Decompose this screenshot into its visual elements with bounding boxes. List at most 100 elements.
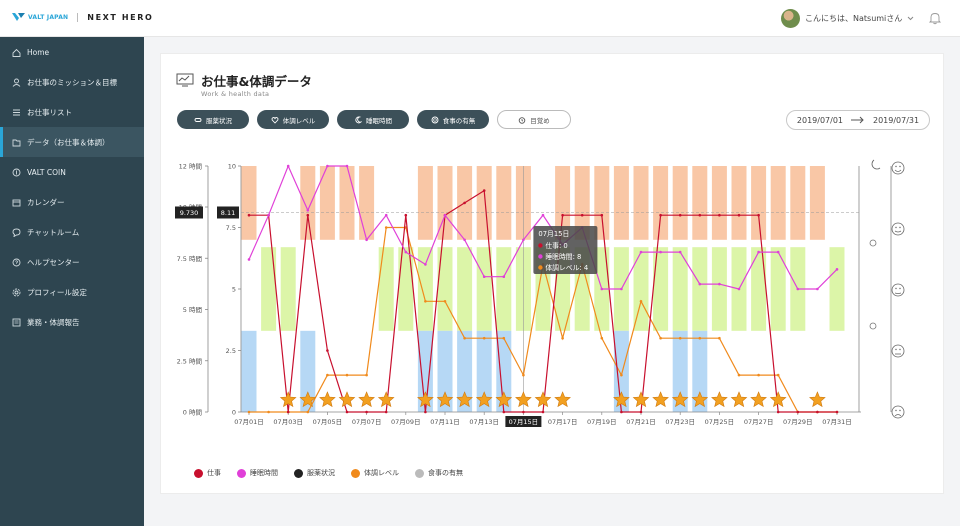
logo[interactable]: VALT JAPAN NEXT HERO xyxy=(12,12,153,22)
page-title: お仕事&体調データ xyxy=(201,74,312,89)
date-range-picker[interactable]: 2019/07/01 2019/07/31 xyxy=(786,110,930,130)
face-eye xyxy=(899,287,901,290)
sleep-point xyxy=(796,287,800,291)
sidebar-item-0[interactable]: Home xyxy=(0,37,144,67)
tooltip-dot xyxy=(538,265,543,270)
medication-star xyxy=(495,391,513,408)
sidebar-item-label: 業務・体調報告 xyxy=(27,317,80,327)
sidebar-item-9[interactable]: 業務・体調報告 xyxy=(0,307,144,337)
bell-icon[interactable] xyxy=(928,11,942,25)
face-mouth xyxy=(894,292,902,294)
filter-button-3[interactable]: 食事の有無 xyxy=(417,110,489,129)
date-range-start[interactable]: 2019/07/01 xyxy=(796,115,843,125)
medication-star xyxy=(730,391,748,408)
band-low-bar xyxy=(476,330,492,412)
condition-point xyxy=(247,410,251,414)
face-eye xyxy=(895,409,897,412)
sleep-point xyxy=(737,287,741,291)
band-top-bar xyxy=(809,166,825,240)
legend-item-sleep[interactable]: 睡眠時間 xyxy=(237,468,278,478)
band-mid-bar xyxy=(398,247,414,331)
x-axis-tick-label: 07月17日 xyxy=(548,418,578,426)
sidebar-item-3[interactable]: データ（お仕事＆体調） xyxy=(0,127,144,157)
filter-button-1[interactable]: 体調レベル xyxy=(257,110,329,129)
work-point xyxy=(698,213,702,217)
band-low-bar xyxy=(692,330,708,412)
filter-button-2[interactable]: 睡眠時間 xyxy=(337,110,409,129)
medication-star xyxy=(456,391,473,408)
left-axis-tick-label: 7.5 時間 xyxy=(177,255,202,263)
sleep-point xyxy=(443,213,447,217)
band-mid-bar xyxy=(261,247,277,331)
x-axis-tick-label: 07月31日 xyxy=(822,418,852,426)
medication-star xyxy=(319,391,336,408)
sidebar-item-8[interactable]: プロフィール設定 xyxy=(0,277,144,307)
sun-icon xyxy=(869,322,877,330)
sidebar-item-label: カレンダー xyxy=(27,197,65,207)
x-axis-tick-label: 07月19日 xyxy=(587,418,617,426)
top-bar: VALT JAPAN NEXT HERO こんにちは、Natsumiさん xyxy=(0,0,960,37)
user-menu[interactable]: こんにちは、Natsumiさん xyxy=(781,9,914,28)
filter-label: 目覚め xyxy=(530,116,550,125)
sidebar-item-label: データ（お仕事＆体調） xyxy=(27,137,110,147)
legend-item-condition[interactable]: 体調レベル xyxy=(351,468,399,478)
left-axis-tick-label: 2.5 時間 xyxy=(177,357,202,365)
sidebar-item-6[interactable]: チャットルーム xyxy=(0,217,144,247)
left-axis-tick-label: 12 時間 xyxy=(179,163,202,171)
date-range-end[interactable]: 2019/07/31 xyxy=(873,115,920,125)
sidebar-item-4[interactable]: VALT COIN xyxy=(0,157,144,187)
medication-star xyxy=(671,391,689,408)
band-top-bar xyxy=(437,166,453,240)
x-axis-tick-label: 07月11日 xyxy=(430,418,460,426)
logo-mark-icon xyxy=(12,13,25,21)
left-axis-tick-label: 0 時間 xyxy=(183,409,202,417)
filter-button-0[interactable]: 服薬状況 xyxy=(177,110,249,129)
sidebar-item-2[interactable]: お仕事リスト xyxy=(0,97,144,127)
tooltip-dot xyxy=(538,243,543,248)
band-top-bar xyxy=(751,166,767,240)
arrow-right-icon xyxy=(851,116,864,124)
value-axis-tick-label: 2.5 xyxy=(226,347,236,355)
x-axis-tick-label: 07月23日 xyxy=(665,418,695,426)
legend-item-meal[interactable]: 食事の有無 xyxy=(415,468,463,478)
tooltip-line: 睡眠時間: 8 xyxy=(545,253,581,261)
sidebar-item-1[interactable]: お仕事のミッション＆目標 xyxy=(0,67,144,97)
sidebar-item-7[interactable]: ヘルプセンター xyxy=(0,247,144,277)
legend-dot xyxy=(351,468,360,478)
filter-button-4[interactable]: 目覚め xyxy=(497,110,571,129)
band-top-bar xyxy=(496,166,512,240)
legend-label: 食事の有無 xyxy=(428,469,463,477)
x-axis-tick-label: 07月03日 xyxy=(273,418,303,426)
x-axis-tick-label: 07月21日 xyxy=(626,418,656,426)
sun-icon xyxy=(869,239,877,247)
x-axis-highlight-box xyxy=(505,416,542,427)
work-point xyxy=(737,213,741,217)
meal-icon xyxy=(431,116,439,123)
logo-divider xyxy=(77,12,79,22)
work-point xyxy=(659,213,662,217)
band-mid-bar xyxy=(653,247,669,331)
legend-item-medication[interactable]: 服薬状況 xyxy=(294,468,335,478)
face-icon xyxy=(891,405,905,419)
work-point xyxy=(757,213,760,217)
face-icon xyxy=(891,161,905,175)
medication-star xyxy=(691,391,709,408)
legend-item-work[interactable]: 仕事 xyxy=(194,468,221,478)
condition-point xyxy=(659,336,662,340)
band-low-bar xyxy=(613,330,629,412)
band-top-bar xyxy=(359,166,375,240)
sidebar-item-5[interactable]: カレンダー xyxy=(0,187,144,217)
filter-label: 服薬状況 xyxy=(206,116,232,125)
alarm-icon xyxy=(519,116,526,124)
legend-label: 服薬状況 xyxy=(307,469,335,477)
face-mouth xyxy=(894,169,902,172)
work-point xyxy=(482,189,486,192)
sleep-point xyxy=(776,250,780,254)
moon-icon xyxy=(871,159,881,170)
sidebar: Home お仕事のミッション＆目標 お仕事リストデータ（お仕事＆体調） VALT CO… xyxy=(0,37,144,526)
band-top-bar xyxy=(633,166,649,240)
medication-star xyxy=(338,391,356,408)
tooltip-line: 仕事: 0 xyxy=(545,241,567,250)
band-low-bar xyxy=(417,330,433,412)
